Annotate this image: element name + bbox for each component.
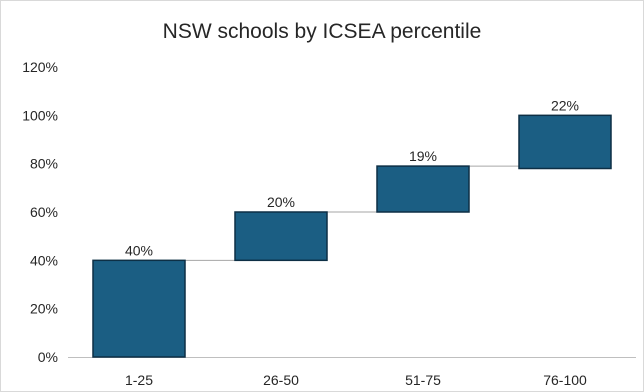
- y-tick-label: 120%: [22, 59, 58, 75]
- y-tick-label: 100%: [22, 107, 58, 123]
- y-tick-label: 0%: [38, 349, 58, 365]
- bar-26-50: [234, 211, 328, 262]
- connector-lines: [185, 165, 519, 261]
- y-tick-label: 40%: [30, 252, 58, 268]
- x-tick-label: 76-100: [543, 372, 587, 388]
- bars: [92, 114, 612, 358]
- x-axis: 1-25 26-50 51-75 76-100: [125, 372, 587, 388]
- data-labels: 40% 20% 19% 22%: [125, 97, 579, 258]
- data-label: 20%: [267, 194, 295, 210]
- data-label: 22%: [551, 97, 579, 113]
- bar-51-75: [376, 165, 470, 213]
- x-tick-label: 26-50: [263, 372, 299, 388]
- y-tick-label: 80%: [30, 156, 58, 172]
- x-tick-label: 1-25: [125, 372, 153, 388]
- y-tick-label: 20%: [30, 301, 58, 317]
- bar-1-25: [92, 259, 186, 358]
- chart-title: NSW schools by ICSEA percentile: [162, 20, 482, 43]
- y-axis: 0% 20% 40% 60% 80% 100% 120%: [22, 59, 58, 365]
- y-tick-label: 60%: [30, 204, 58, 220]
- x-tick-label: 51-75: [405, 372, 441, 388]
- data-label: 40%: [125, 242, 153, 258]
- bar-76-100: [518, 114, 612, 170]
- data-label: 19%: [409, 148, 437, 164]
